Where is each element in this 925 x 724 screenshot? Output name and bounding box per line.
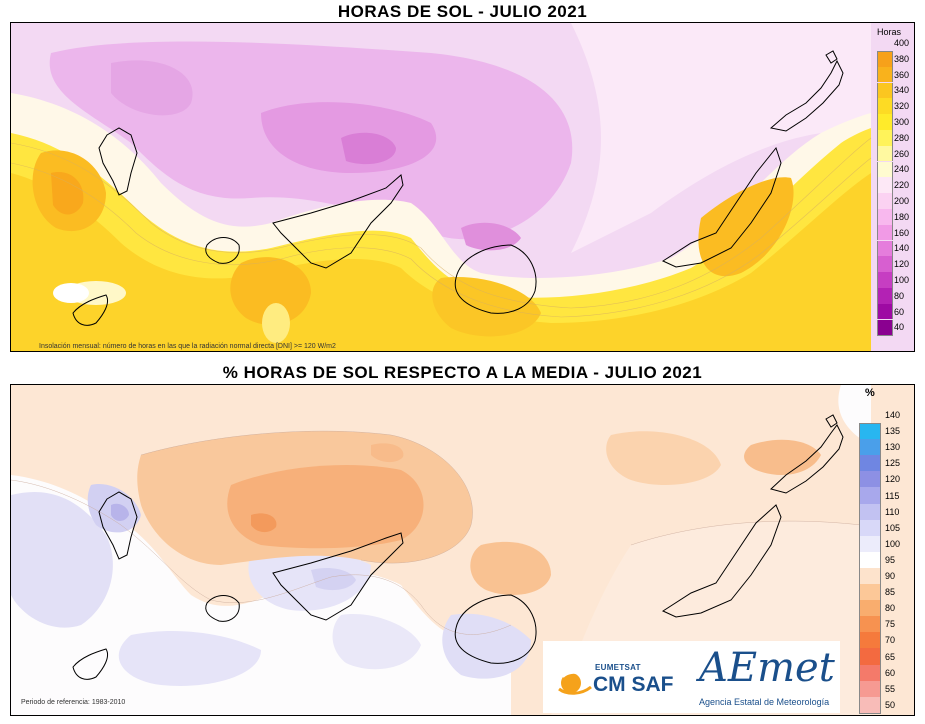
legend-tick-label: 80 (894, 290, 905, 301)
legend-tick-label: 90 (885, 571, 896, 581)
legend-tick-label: 300 (894, 117, 910, 127)
legend-color-swatch (859, 519, 881, 536)
legend-color-swatch (877, 50, 893, 68)
legend-tick-label: 80 (885, 603, 896, 614)
legend-tick-label: 120 (894, 259, 910, 270)
legend-tick-label: 75 (885, 619, 896, 630)
legend-tick-label: 220 (894, 180, 910, 191)
legend-color-swatch (877, 129, 893, 146)
legend-tick-label: 260 (894, 148, 910, 159)
sun-swirl-icon (558, 671, 592, 695)
legend-color-swatch (877, 114, 893, 130)
legend-color-swatch (859, 600, 881, 617)
legend-tick-label: 160 (894, 227, 910, 238)
legend-tick-label: 105 (885, 522, 901, 533)
legend-tick-label: 125 (885, 458, 901, 469)
legend-tick-label: 60 (885, 667, 896, 678)
legend-tick-label: 95 (885, 554, 896, 565)
legend-tick-label: 240 (894, 164, 910, 175)
legend-color-swatch (877, 208, 893, 225)
legend-color-swatch (859, 471, 881, 488)
hours-color-legend: Horas 400 380 360 340 320 300 280 260 240 220 200 18… (877, 27, 912, 347)
legend-color-swatch (859, 567, 881, 585)
sunshine-hours-map-canvas (11, 23, 914, 351)
legend-tick-label: 85 (885, 587, 896, 598)
legend-tick-label: 100 (894, 275, 910, 285)
legend-color-swatch (859, 696, 881, 714)
eumetsat-text: EUMETSAT (595, 663, 641, 672)
legend-tick-label: 60 (894, 306, 905, 317)
legend-color-swatch (859, 648, 881, 665)
legend-tick-label: 140 (885, 410, 901, 420)
legend-tick-label: 50 (885, 699, 896, 710)
legend-color-swatch (877, 287, 893, 304)
sunshine-percent-map: Periodo de referencia: 1983-2010 % 140 135… (10, 384, 915, 716)
legend-color-swatch (877, 98, 893, 115)
legend-color-swatch (859, 616, 881, 633)
sunshine-percent-map-canvas (11, 385, 914, 715)
legend-tick-label: 120 (885, 474, 901, 485)
legend-tick-label: 200 (894, 196, 910, 206)
legend-tick-label: 100 (885, 538, 901, 549)
legend-tick-label: 40 (894, 322, 905, 333)
bottom-map-footnote: Periodo de referencia: 1983-2010 (21, 699, 126, 706)
legend-tick-label: 360 (894, 69, 910, 80)
legend-color-swatch (859, 439, 881, 456)
legend-tick-label: 115 (885, 490, 900, 501)
legend-color-swatch (859, 551, 881, 568)
legend-color-swatch (877, 145, 893, 162)
legend-tick-label: 130 (885, 442, 901, 453)
aemet-subtitle: Agencia Estatal de Meteorología (699, 697, 830, 707)
legend-color-swatch (859, 632, 881, 649)
logos-box: EUMETSAT CM SAF AEmet Agencia Estatal de… (543, 641, 840, 713)
legend-color-swatch (859, 584, 881, 601)
cmsaf-text: CM SAF (593, 673, 674, 696)
legend-tick-label: 340 (894, 85, 910, 96)
legend-color-swatch (859, 487, 881, 504)
sunshine-hours-map: Insolación mensual: número de horas en l… (10, 22, 915, 352)
bottom-map-title: % HORAS DE SOL RESPECTO A LA MEDIA - JUL… (222, 363, 703, 382)
legend-tick-label: 400 (894, 38, 910, 48)
legend-color-swatch (859, 680, 881, 697)
percent-color-legend: % 140 135 130 125 120 115 110 105 100 95 90 85 80 75 70… (859, 387, 911, 714)
legend-unit-label: % (865, 387, 875, 399)
legend-unit-label: Horas (877, 27, 902, 37)
legend-color-swatch (877, 161, 893, 178)
legend-color-swatch (859, 664, 881, 681)
legend-color-swatch (877, 272, 893, 288)
legend-tick-label: 280 (894, 132, 910, 143)
aemet-logo: AEmet Agencia Estatal de Meteorología (693, 643, 838, 711)
legend-color-swatch (859, 503, 881, 520)
legend-tick-label: 135 (885, 426, 901, 437)
legend-color-swatch (877, 240, 893, 257)
legend-color-swatch (877, 66, 893, 83)
legend-color-swatch (877, 319, 893, 337)
legend-tick-label: 380 (894, 53, 910, 64)
legend-tick-label: 180 (894, 211, 910, 222)
legend-color-swatch (877, 256, 893, 273)
legend-color-swatch (877, 177, 893, 194)
top-map-title: HORAS DE SOL - JULIO 2021 (337, 2, 588, 21)
cmsaf-logo: EUMETSAT CM SAF (557, 651, 677, 703)
legend-color-swatch (877, 193, 893, 209)
legend-tick-label: 55 (885, 683, 896, 694)
legend-tick-label: 65 (885, 651, 896, 662)
legend-tick-label: 140 (894, 243, 910, 254)
legend-tick-label: 70 (885, 635, 896, 646)
top-map-footnote: Insolación mensual: número de horas en l… (39, 343, 336, 350)
legend-tick-label: 110 (885, 506, 900, 517)
legend-color-swatch (859, 535, 881, 552)
legend-color-swatch (877, 82, 893, 99)
legend-color-swatch (859, 423, 881, 441)
legend-color-swatch (859, 455, 881, 472)
legend-tick-label: 320 (894, 101, 910, 112)
aemet-wordmark: AEmet (699, 645, 835, 691)
legend-color-swatch (877, 224, 893, 241)
legend-color-swatch (877, 303, 893, 320)
